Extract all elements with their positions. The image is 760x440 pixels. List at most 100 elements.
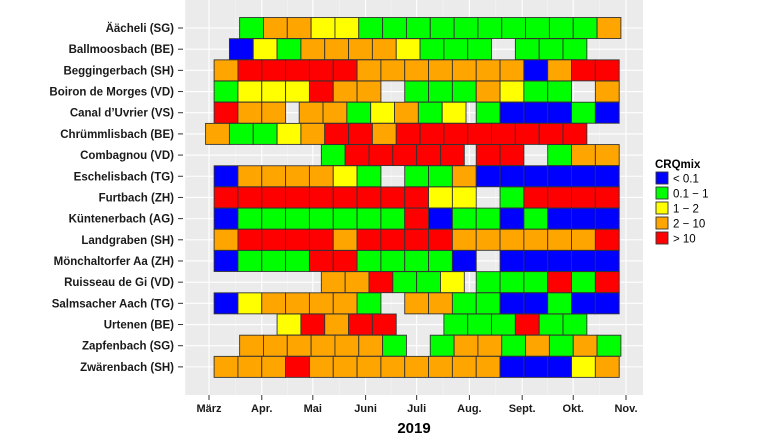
heatmap-cell [594, 292, 620, 315]
heatmap-cell [395, 38, 421, 61]
heatmap-cell [547, 271, 572, 294]
heatmap-cell [261, 207, 287, 230]
heatmap-cell [213, 228, 239, 251]
heatmap-cell [572, 334, 598, 357]
heatmap-cell [428, 250, 453, 272]
heatmap-cell [571, 207, 596, 230]
x-tick-label: Okt. [563, 403, 584, 415]
heatmap-cell [523, 165, 549, 188]
heatmap-cell [252, 122, 278, 145]
heatmap-cell [416, 271, 441, 294]
y-tick-label: Boiron de Morges (VD) [49, 87, 174, 99]
heatmap-cell [237, 165, 263, 188]
heatmap-cell [404, 186, 430, 209]
heatmap-cell [285, 228, 310, 251]
legend: CRQmix < 0.1 0.1 − 1 1 − 2 2 − 10 > 10 [655, 159, 709, 246]
heatmap-cell [547, 292, 572, 315]
heatmap-cell [523, 228, 549, 251]
y-tick-label: Landgraben (SH) [81, 235, 174, 247]
heatmap-cell [308, 80, 334, 103]
heatmap-cell [380, 59, 406, 82]
heatmap-cell [523, 207, 549, 230]
heatmap-cell [475, 165, 501, 188]
heatmap-cell [334, 334, 360, 357]
heatmap-cell [320, 144, 346, 167]
heatmap-cell [324, 122, 350, 145]
heatmap-cell [467, 313, 492, 336]
heatmap-cell [285, 250, 310, 272]
legend-label: > 10 [673, 234, 696, 246]
heatmap-cell [499, 165, 525, 188]
legend-label: 2 − 10 [673, 219, 705, 231]
legend-title: CRQmix [655, 159, 701, 171]
heatmap-cell [443, 122, 469, 145]
heatmap-cell [562, 38, 588, 61]
heatmap-cell [395, 122, 421, 145]
heatmap-cell [451, 228, 477, 251]
heatmap-cell [300, 122, 326, 145]
heatmap-cell [538, 122, 564, 145]
heatmap-cell [205, 122, 230, 145]
heatmap-cell [213, 186, 239, 209]
heatmap-cell [332, 250, 358, 272]
heatmap-cell [475, 271, 501, 294]
heatmap-cell [499, 271, 525, 294]
x-tick-label: Mai [304, 403, 322, 415]
heatmap-cell [213, 355, 239, 378]
heatmap-cell [596, 17, 622, 39]
heatmap-cell [348, 38, 373, 61]
heatmap-cell [237, 186, 263, 209]
heatmap-cell [371, 122, 397, 145]
y-tick-label: Zwärenbach (SH) [80, 362, 174, 374]
heatmap-cell [571, 165, 596, 188]
heatmap-cell [571, 355, 596, 378]
heatmap-cell [428, 80, 453, 103]
heatmap-cell [547, 250, 572, 272]
heatmap-cell [285, 207, 310, 230]
heatmap-cell [261, 228, 287, 251]
heatmap-cell [213, 292, 239, 315]
heatmap-cell [499, 59, 525, 82]
heatmap-cell [451, 59, 477, 82]
heatmap-cell [501, 17, 527, 39]
heatmap-cell [499, 250, 525, 272]
heatmap-cell [356, 59, 382, 82]
heatmap-cell [320, 271, 346, 294]
x-axis: März Apr. Mai Juni Juli Aug. Sept. Okt. Nov. [196, 395, 638, 415]
heatmap-cell [404, 228, 430, 251]
heatmap-cell [499, 355, 525, 378]
heatmap-cell [453, 17, 479, 39]
heatmap-cell [261, 80, 287, 103]
heatmap-cell [443, 38, 469, 61]
heatmap-cell [538, 313, 564, 336]
heatmap-cell [428, 59, 453, 82]
heatmap-cell [285, 186, 310, 209]
heatmap-cell [261, 165, 287, 188]
legend-label: < 0.1 [673, 174, 699, 186]
heatmap-cell [380, 228, 406, 251]
y-tick-label: Canal d’Uvrier (VS) [70, 108, 174, 120]
heatmap-cell [429, 17, 455, 39]
heatmap-cell [523, 250, 549, 272]
heatmap-cell [392, 144, 418, 167]
heatmap-cell [475, 144, 501, 167]
heatmap-cell [213, 207, 239, 230]
y-axis: Äächeli (SG) Ballmoosbach (BE) Beggingerba… [49, 22, 183, 374]
heatmap-cell [523, 186, 549, 209]
heatmap-cell [405, 17, 431, 39]
y-tick-label: Küntenerbach (AG) [69, 214, 175, 226]
heatmap-cell [571, 250, 596, 272]
y-tick-label: Zapfenbach (SG) [82, 341, 174, 353]
heatmap-cell [514, 122, 540, 145]
heatmap-cell [371, 313, 397, 336]
heatmap-cell [571, 59, 596, 82]
heatmap-cell [547, 355, 572, 378]
y-tick-label: Furtbach (ZH) [99, 192, 175, 204]
heatmap-cell [286, 334, 312, 357]
heatmap-cell [261, 101, 287, 124]
heatmap-cell [332, 165, 358, 188]
heatmap-cell [475, 207, 501, 230]
heatmap-cell [441, 101, 467, 124]
heatmap-cell [419, 38, 445, 61]
